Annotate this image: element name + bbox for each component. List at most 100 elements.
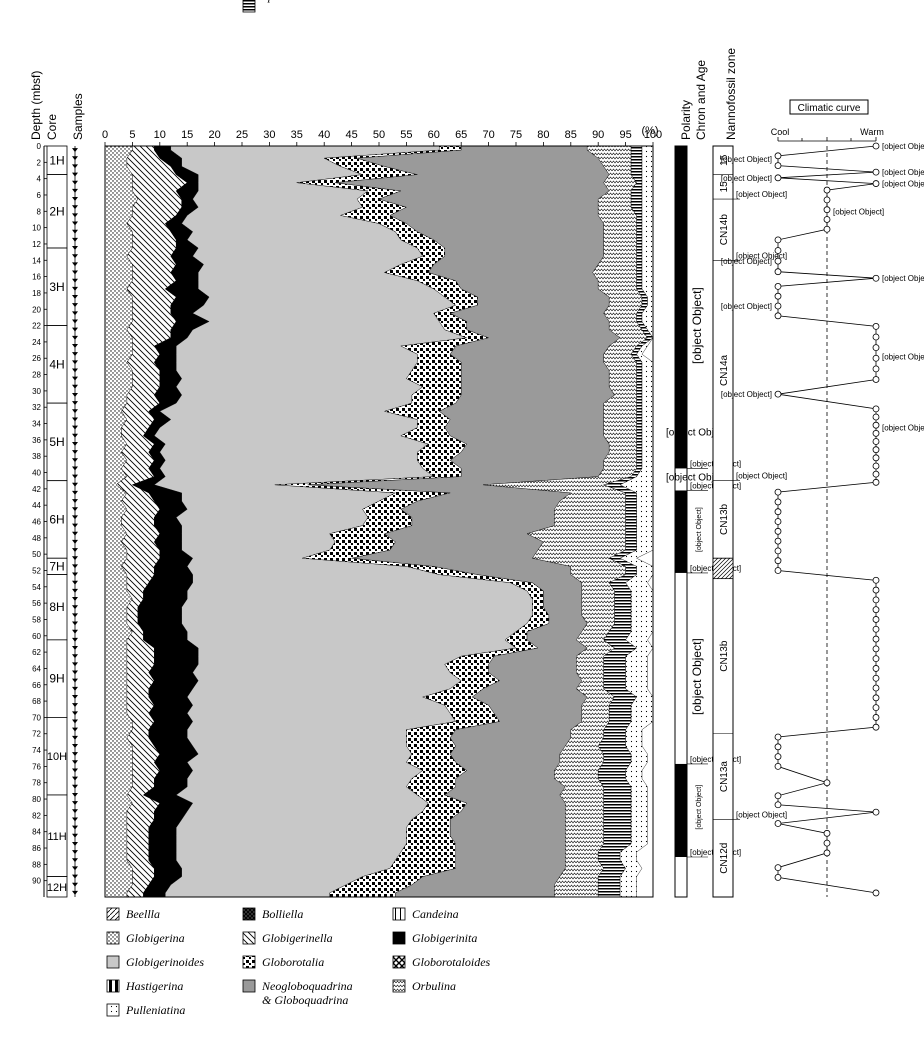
climatic-point (823, 839, 831, 847)
climatic-point (872, 625, 880, 633)
legend-label: Globigerinoides (126, 955, 204, 969)
sample-marker (72, 229, 78, 234)
depth-tick-label: 32 (32, 403, 41, 412)
climatic-label: [object Object] (882, 424, 924, 433)
climatic-point (872, 376, 880, 383)
depth-tick-label: 56 (32, 599, 41, 608)
sample-marker (72, 507, 78, 512)
sample-marker (72, 417, 78, 422)
climatic-point (872, 645, 880, 653)
depth-tick-label: 84 (32, 828, 41, 837)
climatic-point (774, 518, 782, 525)
climatic-point (774, 508, 782, 516)
area-series (104, 145, 654, 898)
core-label: 10H (47, 751, 67, 763)
depth-tick-label: 28 (32, 371, 41, 380)
climatic-point (872, 808, 880, 816)
sample-marker (72, 768, 78, 773)
sample-marker (72, 776, 78, 781)
legend-label: Sphaeroidinella (262, 0, 338, 3)
legend-swatch (392, 931, 406, 945)
depth-tick-label: 72 (32, 730, 41, 739)
core-label: 8H (49, 600, 64, 614)
polarity-label: [object Object] (696, 785, 703, 830)
sample-marker (72, 784, 78, 789)
core-label: 5H (49, 435, 64, 449)
polarity-header: Polarity (679, 100, 693, 140)
climatic-curve-title: Climatic curve (798, 103, 861, 114)
legend-label: Orbulina (412, 979, 456, 993)
sample-marker (72, 752, 78, 757)
sample-marker (72, 376, 78, 381)
climatic-point (872, 421, 880, 429)
nanno-zone-label: 15 (719, 181, 730, 193)
sample-marker (72, 433, 78, 438)
depth-axis: 0246810121416182022242628303234363840424… (32, 142, 47, 897)
climatic-point (774, 174, 782, 182)
depth-tick-label: 64 (32, 664, 41, 673)
climatic-label: [object Object] (882, 353, 924, 362)
sample-marker (72, 172, 78, 177)
sample-marker (72, 327, 78, 332)
sample-marker (72, 662, 78, 667)
nanno-zone-label: CN13a (719, 761, 730, 793)
percent-tick-label: 90 (592, 129, 604, 141)
sample-marker (72, 237, 78, 242)
legend-label: Globigerina (126, 931, 185, 945)
nanno-header: Nannofossil zone (724, 48, 738, 140)
sample-marker (72, 441, 78, 446)
legend-label: Hastigerina (125, 979, 183, 993)
climatic-point (774, 527, 782, 535)
sample-marker (72, 760, 78, 765)
polarity-label: [object Object] (690, 638, 704, 715)
climatic-point (774, 820, 782, 827)
climatic-point (872, 365, 880, 373)
climatic-point (774, 312, 782, 320)
climatic-point (872, 635, 880, 643)
legend-swatch (242, 0, 256, 13)
depth-tick-label: 2 (37, 158, 42, 167)
climatic-label: [object Object] (721, 302, 772, 311)
percent-tick-label: 75 (510, 129, 522, 141)
climatic-label: [object Object] (721, 174, 772, 183)
depth-tick-label: 38 (32, 452, 41, 461)
sample-marker (72, 213, 78, 218)
depth-tick-label: 22 (32, 322, 41, 331)
depth-tick-label: 8 (37, 207, 42, 216)
percent-tick-label: 25 (236, 129, 248, 141)
sample-marker (72, 637, 78, 642)
nannofossil-column: 15 15 CN14b CN14a CN13b CN13b CN13a CN12d [objec… (712, 145, 787, 898)
climatic-label: [object Object] (721, 155, 772, 164)
legend-label: Beellla (126, 907, 160, 921)
nanno-age: [object Object] (736, 190, 787, 199)
depth-tick-label: 40 (32, 469, 41, 478)
nanno-zone-label: CN13b (719, 640, 730, 672)
legend-swatch (242, 979, 256, 993)
climatic-point (774, 733, 782, 741)
sample-marker (72, 605, 78, 610)
sample-marker (72, 703, 78, 708)
sample-marker (72, 319, 78, 324)
climatic-point (872, 723, 880, 731)
sample-marker (72, 425, 78, 430)
percent-tick-label: 70 (482, 129, 494, 141)
sample-marker (72, 343, 78, 348)
nanno-hatched-interval (712, 557, 734, 580)
climatic-point (872, 180, 880, 187)
sample-marker (72, 188, 78, 193)
nanno-zone-label: 15 (719, 154, 730, 166)
sample-marker (72, 270, 78, 275)
percent-tick-label: 30 (263, 129, 275, 141)
sample-marker (72, 156, 78, 161)
sample-marker (72, 686, 78, 691)
legend-swatch (242, 931, 256, 945)
climatic-label: [object Object] (721, 390, 772, 399)
depth-tick-label: 86 (32, 844, 41, 853)
climatic-point (872, 586, 880, 594)
percent-tick-label: 60 (428, 129, 440, 141)
percent-tick-label: 95 (619, 129, 631, 141)
depth-tick-label: 70 (32, 713, 41, 722)
climatic-point (872, 344, 880, 352)
depth-tick-label: 34 (32, 420, 41, 429)
legend-swatch (242, 955, 256, 969)
